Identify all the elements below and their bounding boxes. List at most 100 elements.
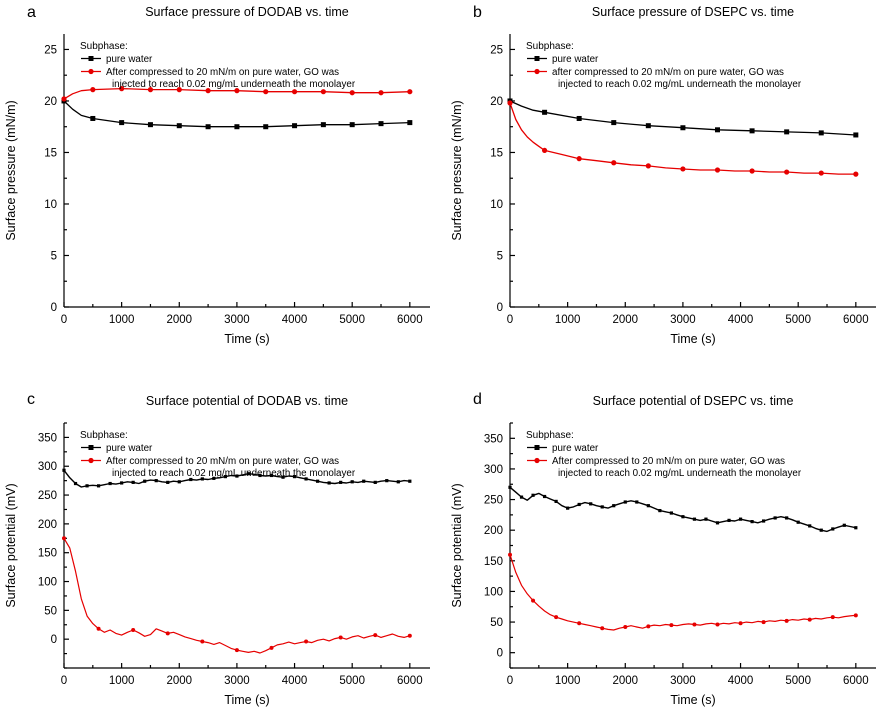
square-marker-icon — [396, 480, 400, 484]
square-marker-icon — [119, 120, 125, 126]
circle-marker-icon — [269, 645, 274, 650]
square-marker-icon — [212, 476, 216, 480]
circle-marker-icon — [349, 90, 355, 96]
x-tick-label: 1000 — [555, 314, 581, 326]
panel-letter-b: b — [473, 4, 482, 21]
square-marker-icon — [304, 477, 308, 481]
x-tick-label: 2000 — [166, 675, 192, 687]
legend-heading: Subphase: — [526, 430, 574, 441]
square-marker-icon — [73, 481, 78, 486]
circle-marker-icon — [200, 639, 205, 644]
circle-marker-icon — [119, 86, 125, 92]
circle-marker-icon — [234, 648, 239, 653]
square-marker-icon — [796, 520, 800, 524]
legend-label: pure water — [106, 443, 153, 454]
square-marker-icon — [177, 480, 181, 484]
chart-surface-potential-dsepc: Surface potential of DSEPC vs. time 0 1000… — [446, 361, 892, 722]
y-tick-label: 150 — [38, 548, 57, 560]
series-pure-water — [508, 485, 858, 533]
square-marker-icon — [612, 504, 616, 508]
y-tick-label: 20 — [490, 96, 503, 108]
circle-marker-icon — [90, 87, 96, 93]
circle-marker-icon — [541, 147, 548, 154]
square-marker-icon — [362, 479, 366, 483]
legend-label: After compressed to 20 mN/m on pure wate… — [552, 456, 785, 467]
legend-heading: Subphase: — [80, 430, 128, 441]
square-marker-icon — [205, 124, 211, 130]
y-tick-label: 20 — [44, 96, 57, 108]
square-marker-icon — [680, 125, 686, 131]
y-tick-label: 100 — [38, 577, 57, 589]
circle-marker-icon — [749, 168, 755, 174]
circle-marker-icon — [554, 615, 559, 620]
y-tick-label: 250 — [38, 490, 57, 502]
square-marker-icon — [176, 123, 182, 129]
square-marker-icon — [327, 481, 331, 485]
panel-letter-d: d — [473, 391, 482, 408]
series-go-injected — [61, 86, 413, 102]
square-marker-icon — [714, 127, 720, 133]
axes — [63, 422, 430, 669]
square-marker-icon — [534, 445, 540, 450]
circle-marker-icon — [131, 627, 136, 632]
square-marker-icon — [292, 475, 297, 479]
x-tick-label: 3000 — [670, 675, 696, 687]
square-marker-icon — [408, 479, 412, 483]
square-marker-icon — [258, 473, 262, 478]
square-marker-icon — [750, 520, 754, 524]
circle-marker-icon — [807, 617, 812, 622]
circle-marker-icon — [378, 90, 384, 96]
panel-letter-c: c — [27, 391, 35, 408]
x-tick-label: 6000 — [843, 675, 869, 687]
square-marker-icon — [785, 516, 789, 520]
y-tick-label: 50 — [490, 617, 503, 629]
x-tick-label: 3000 — [224, 314, 250, 326]
circle-marker-icon — [784, 169, 790, 175]
x-tick-label: 6000 — [843, 314, 869, 326]
y-axis-title: Surface pressure (mN/m) — [450, 100, 464, 240]
x-tick-label: 4000 — [282, 675, 308, 687]
chart-title: Surface potential of DSEPC vs. time — [593, 394, 794, 408]
circle-marker-icon — [373, 633, 378, 638]
x-tick-label: 2000 — [166, 314, 192, 326]
square-marker-icon — [762, 519, 766, 523]
square-marker-icon — [635, 500, 639, 504]
circle-marker-icon — [291, 89, 298, 95]
x-tick-label: 5000 — [339, 675, 365, 687]
legend: Subphase: pure water After compressed to 2… — [80, 430, 356, 479]
square-marker-icon — [88, 445, 94, 450]
series-line — [509, 554, 856, 631]
y-tick-label: 200 — [484, 525, 503, 537]
series-line — [509, 486, 856, 533]
panel-a: a Surface pressure of DODAB vs. time 0 100… — [0, 0, 446, 361]
square-marker-icon — [645, 123, 651, 129]
circle-marker-icon — [534, 457, 540, 464]
circle-marker-icon — [692, 622, 697, 627]
square-marker-icon — [373, 480, 377, 484]
square-marker-icon — [831, 527, 835, 531]
square-marker-icon — [378, 121, 384, 127]
legend: Subphase: pure water After compressed to 2… — [526, 430, 802, 479]
square-marker-icon — [349, 122, 355, 128]
x-tick-label: 1000 — [109, 675, 135, 687]
circle-marker-icon — [407, 633, 412, 638]
y-tick-label: 0 — [497, 302, 503, 314]
series-go-injected — [507, 100, 859, 177]
circle-marker-icon — [147, 87, 154, 93]
chart-title: Surface potential of DODAB vs. time — [146, 394, 348, 408]
y-tick-label: 0 — [497, 648, 503, 660]
square-marker-icon — [623, 500, 627, 504]
circle-marker-icon — [88, 68, 94, 75]
chart-title: Surface pressure of DSEPC vs. time — [592, 5, 794, 19]
square-marker-icon — [531, 493, 535, 497]
square-marker-icon — [350, 480, 354, 484]
square-marker-icon — [854, 526, 858, 530]
x-tick-label: 4000 — [282, 314, 308, 326]
x-tick-label: 3000 — [224, 675, 250, 687]
legend-label: after compressed to 20 mN/m on pure wate… — [552, 67, 784, 78]
chart-title: Surface pressure of DODAB vs. time — [145, 5, 349, 19]
square-marker-icon — [542, 494, 547, 499]
